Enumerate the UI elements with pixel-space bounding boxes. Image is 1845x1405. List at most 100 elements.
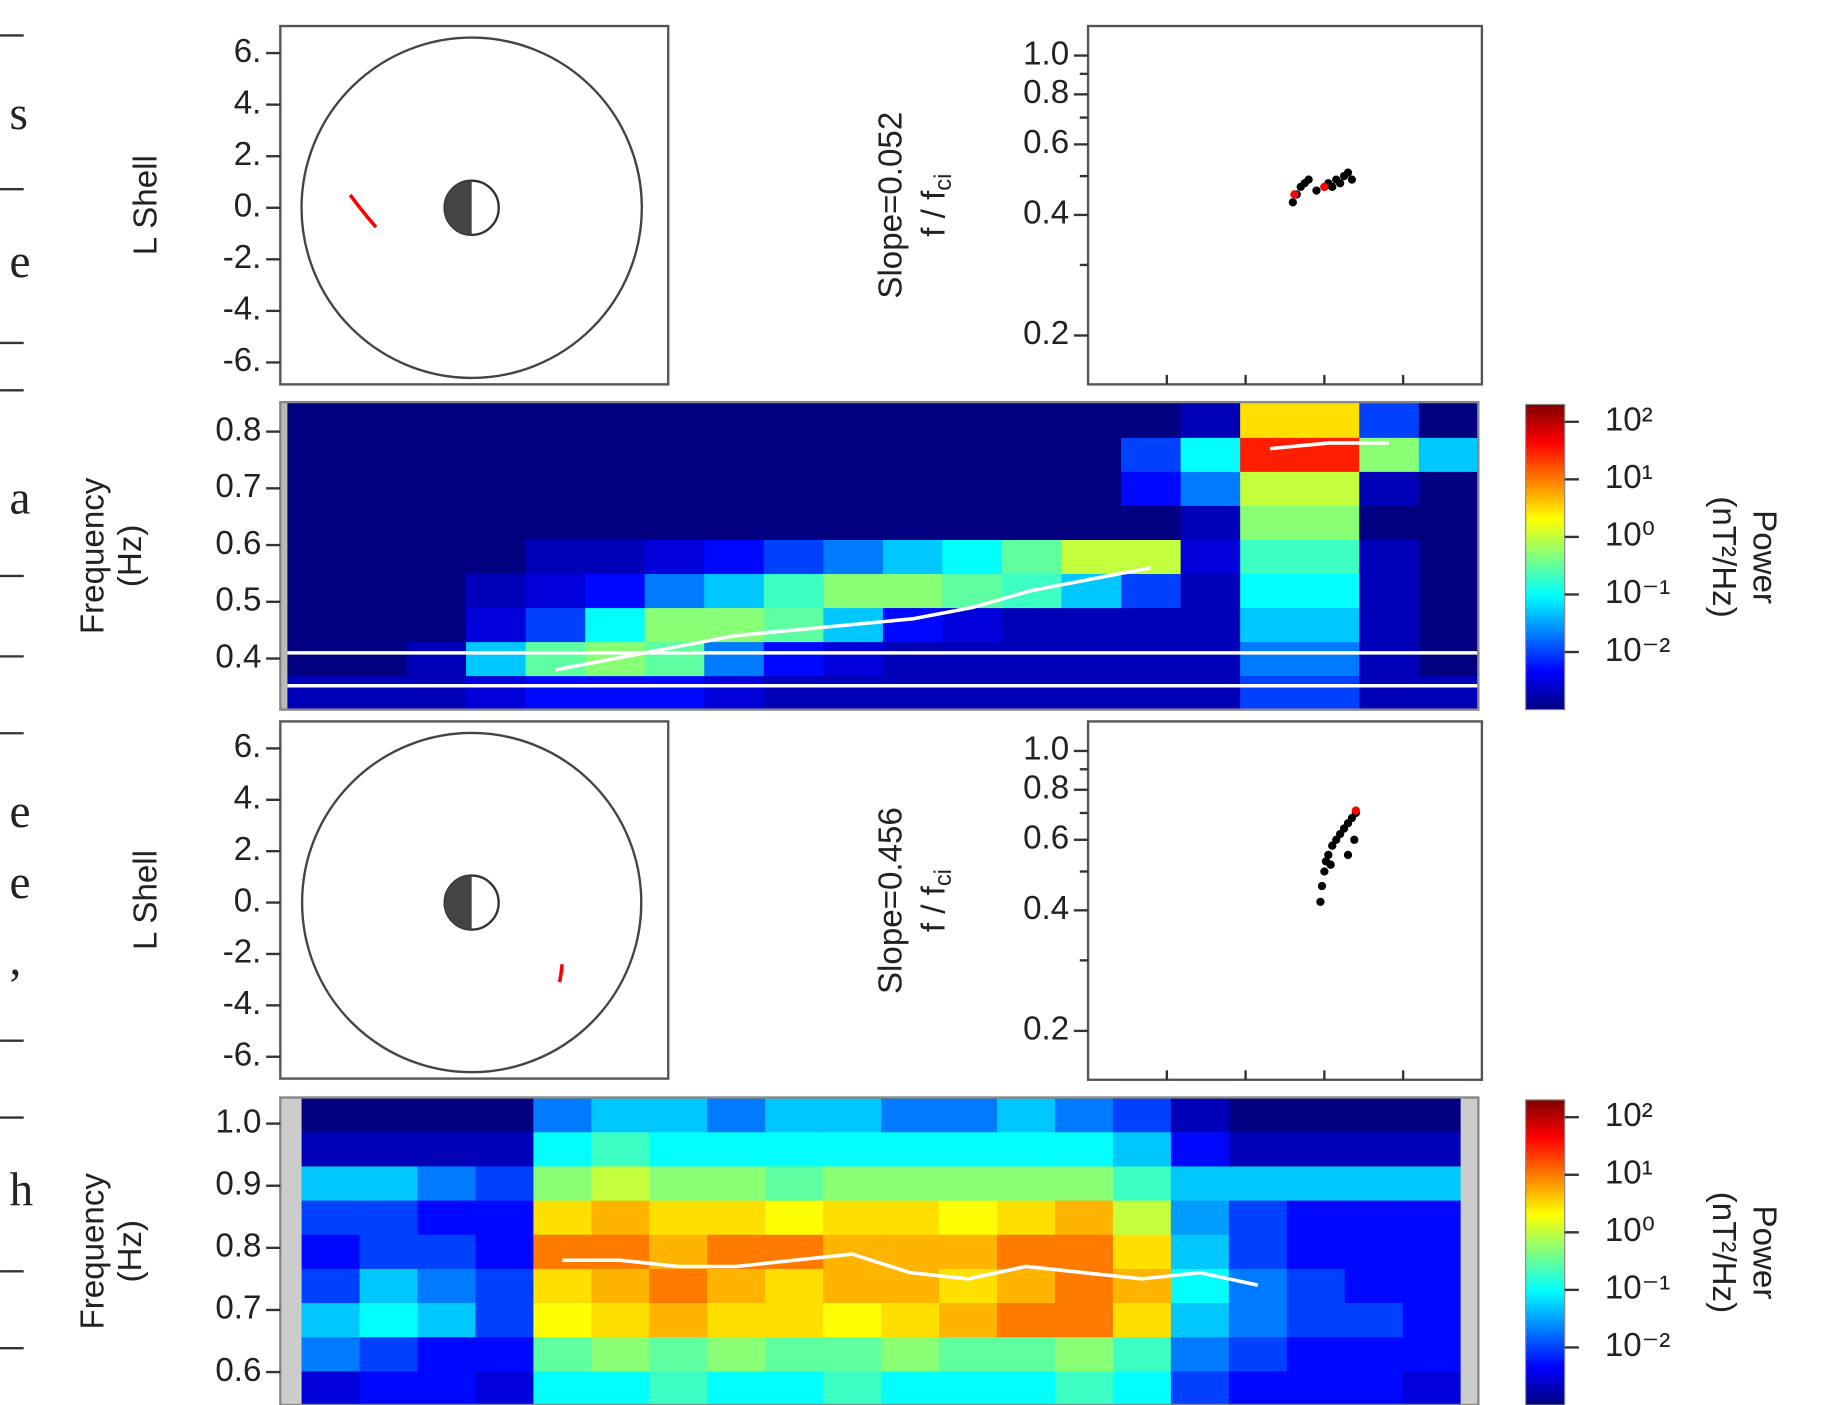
heat-cell	[359, 1268, 419, 1304]
heat-cell	[707, 1268, 766, 1304]
heat-cell	[704, 675, 765, 711]
heat-cell	[823, 573, 884, 609]
heat-cell	[1359, 471, 1420, 506]
heat-cell	[1240, 607, 1301, 643]
heat-cell	[1170, 1097, 1230, 1133]
heat-cell	[1112, 1268, 1172, 1304]
point	[1304, 175, 1313, 184]
heat-cell	[346, 437, 408, 472]
heat-cell	[1061, 471, 1122, 506]
colorbar-tick-label: 10⁻¹	[1605, 574, 1670, 611]
heat-cell	[591, 1268, 650, 1304]
heat-cell	[1121, 539, 1182, 575]
heat-cell	[1180, 607, 1241, 643]
y-tick-label: 1.0	[1023, 731, 1069, 768]
heat-cell	[942, 539, 1003, 575]
heat-cell	[1240, 539, 1301, 575]
heat-cell	[1299, 402, 1360, 438]
colorbar-label: Power	[1745, 1206, 1782, 1300]
heat-cell	[649, 1097, 708, 1133]
heat-cell	[1240, 641, 1301, 677]
heat-cell	[1359, 505, 1420, 540]
margin-text: ,	[9, 934, 21, 986]
point	[1290, 190, 1299, 199]
heat-cell	[301, 1165, 361, 1201]
heat-cell	[763, 539, 824, 575]
heat-cell	[765, 1131, 824, 1167]
heat-cell	[1001, 675, 1063, 711]
heat-cell	[1286, 1097, 1346, 1133]
heat-cell	[939, 1131, 998, 1167]
heat-cell	[997, 1302, 1056, 1338]
heat-cell	[1286, 1234, 1346, 1269]
heat-cell	[1402, 1165, 1462, 1201]
heat-cell	[1170, 1302, 1230, 1338]
y-tick-label: 0.4	[215, 638, 261, 675]
y-tick-label: 0.8	[215, 411, 261, 448]
heat-cell	[644, 539, 705, 575]
heat-cell	[881, 1200, 940, 1235]
heat-cell	[346, 641, 408, 677]
heat-cell	[1121, 437, 1182, 472]
heat-cell	[1286, 1336, 1346, 1372]
heat-cell	[585, 573, 646, 609]
colorbar-tick-label: 10⁻²	[1605, 1327, 1670, 1364]
colorbar-tick-label: 10²	[1605, 1097, 1653, 1134]
y-axis-label-2: f / fci	[915, 174, 957, 237]
heat-cell	[765, 1097, 824, 1133]
colorbar-tick-label: 10⁻¹	[1605, 1270, 1670, 1307]
heat-cell	[1112, 1165, 1172, 1201]
heat-cell	[466, 539, 527, 575]
heat-cell	[287, 471, 348, 506]
heat-cell	[585, 437, 646, 472]
heat-cell	[997, 1234, 1056, 1269]
heat-cell	[823, 437, 884, 472]
heat-cell	[823, 1336, 882, 1372]
heat-cell	[359, 1234, 419, 1269]
heat-cell	[1299, 573, 1360, 609]
heat-cell	[1170, 1370, 1230, 1405]
heat-cell	[359, 1097, 419, 1133]
heat-cell	[1359, 607, 1420, 643]
heat-cell	[533, 1234, 592, 1269]
heat-cell	[763, 641, 824, 677]
heat-cell	[997, 1200, 1056, 1235]
track	[557, 964, 564, 983]
heat-cell	[1061, 437, 1122, 472]
heat-cell	[359, 1131, 419, 1167]
heat-cell	[1112, 1336, 1172, 1372]
heat-cell	[765, 1200, 824, 1235]
margin-rules	[0, 34, 24, 1350]
point	[1347, 175, 1357, 184]
heat-cell	[1418, 573, 1479, 609]
heat-cell	[475, 1131, 534, 1167]
heat-cell	[417, 1336, 477, 1372]
heat-cell	[406, 402, 467, 438]
heat-cell	[644, 437, 705, 472]
heat-cell	[359, 1370, 419, 1405]
heat-cell	[346, 539, 408, 575]
heat-cell	[649, 1370, 708, 1405]
heat-cell	[1299, 539, 1360, 575]
heat-cell	[1001, 607, 1063, 643]
heat-cell	[406, 471, 467, 506]
heat-cell	[882, 437, 944, 472]
heat-cell	[585, 675, 646, 711]
heat-cell	[346, 675, 408, 711]
heat-cell	[1299, 471, 1360, 506]
heat-cell	[707, 1131, 766, 1167]
heat-cell	[475, 1370, 534, 1405]
heat-cell	[1344, 1234, 1404, 1269]
heat-cell	[591, 1370, 650, 1405]
heat-cell	[1286, 1268, 1346, 1304]
heat-cell	[591, 1200, 650, 1235]
heat-cell	[1170, 1165, 1230, 1201]
heat-cell	[1121, 573, 1182, 609]
point	[1316, 897, 1325, 906]
heat-cell	[1228, 1370, 1288, 1405]
heat-cell	[1359, 675, 1420, 711]
heat-cell	[533, 1131, 592, 1167]
heat-cell	[649, 1268, 708, 1304]
y-axis-label-main: f / f	[915, 885, 952, 932]
heat-cell	[707, 1097, 766, 1133]
